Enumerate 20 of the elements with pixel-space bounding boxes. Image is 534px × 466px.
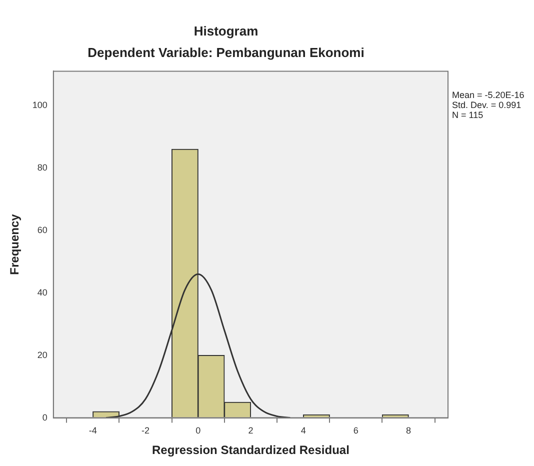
y-tick-label: 60	[37, 224, 48, 235]
x-tick-label: 4	[300, 426, 306, 436]
y-tick-label: 0	[42, 412, 48, 422]
text: N = 115	[452, 110, 484, 120]
chart-title: Histogram	[194, 23, 258, 38]
text: Mean = -5.20E-16	[452, 90, 524, 100]
text: Std. Dev. = 0.991	[452, 100, 522, 110]
y-tick-label: 20	[37, 350, 48, 360]
y-tick-label: 40	[37, 287, 48, 298]
x-tick-label: -2	[141, 426, 150, 436]
x-tick-label: 6	[353, 426, 358, 436]
y-tick-label: 80	[37, 162, 48, 172]
chart-subtitle: Dependent Variable: Pembangunan Ekonomi	[88, 44, 364, 60]
y-axis-title: Frequency	[8, 214, 22, 275]
y-tick-label: 100	[32, 100, 48, 110]
x-tick-label: -4	[88, 426, 97, 436]
x-tick-label: 8	[406, 426, 412, 436]
x-tick-label: 0	[196, 426, 201, 436]
x-tick-label: 2	[248, 426, 254, 436]
x-axis-title: Regression Standardized Residual	[152, 443, 350, 458]
